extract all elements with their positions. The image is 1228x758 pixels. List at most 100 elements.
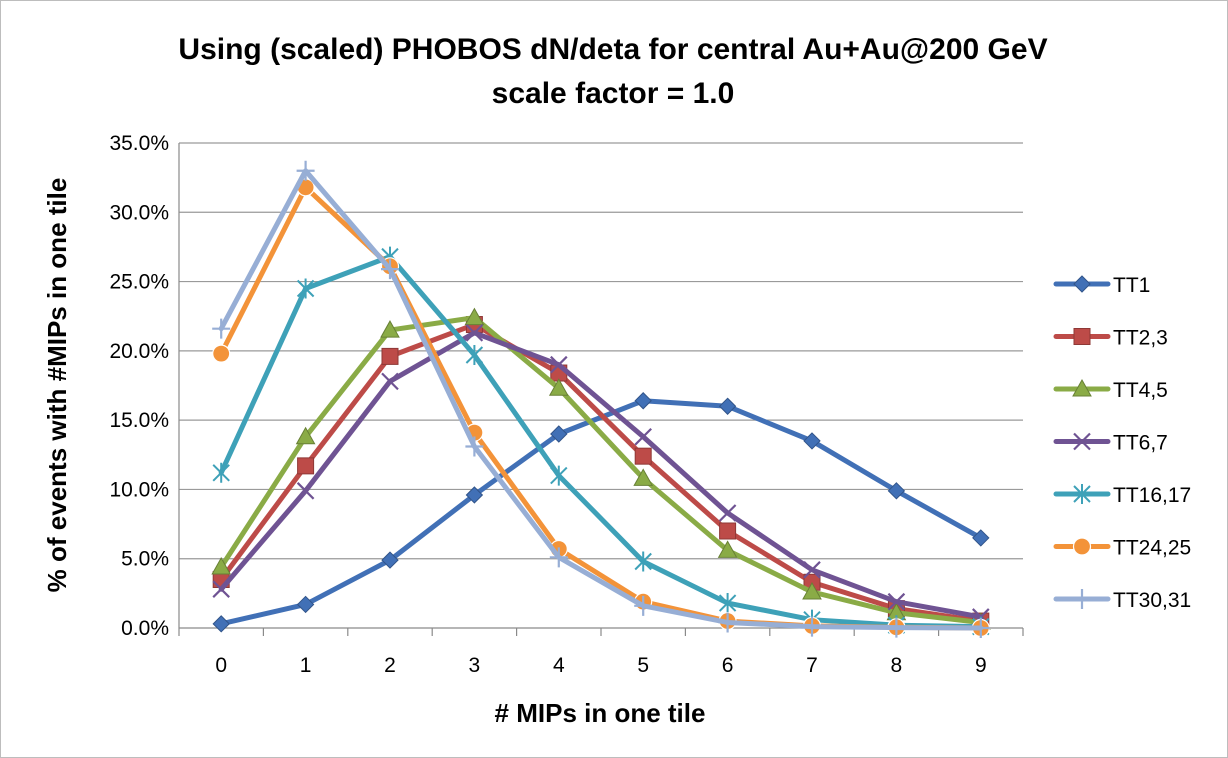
data-point <box>212 580 230 598</box>
x-tick-label: 3 <box>469 654 481 677</box>
series-line <box>218 184 984 631</box>
data-point <box>719 522 737 540</box>
data-point <box>381 372 399 391</box>
x-axis-title: # MIPs in one tile <box>495 698 706 728</box>
data-point <box>718 612 737 633</box>
data-point <box>634 392 652 410</box>
data-point <box>634 447 652 465</box>
data-point <box>548 378 569 396</box>
x-tick-label: 7 <box>806 654 818 677</box>
data-point <box>718 504 737 522</box>
data-point <box>634 595 653 616</box>
data-point <box>803 432 821 450</box>
legend-item: TT1 <box>1053 274 1150 297</box>
series-line <box>218 254 984 630</box>
data-point <box>633 468 654 486</box>
data-point <box>717 540 738 558</box>
data-point <box>634 551 652 572</box>
legend-item: TT4,5 <box>1053 378 1168 402</box>
data-point <box>381 259 399 280</box>
data-point <box>971 618 990 638</box>
legend-label: TT2,3 <box>1113 327 1168 350</box>
legend-item: TT2,3 <box>1053 327 1168 350</box>
legend-marker <box>1072 378 1092 397</box>
data-point <box>887 617 906 638</box>
legend-marker <box>1073 328 1091 345</box>
data-point <box>380 320 400 338</box>
y-tick-label: 20.0% <box>109 340 169 363</box>
data-point <box>295 426 316 445</box>
data-point <box>212 462 230 483</box>
y-tick-label: 5.0% <box>121 548 169 571</box>
series-0 <box>212 392 990 633</box>
legend-item: TT30,31 <box>1053 589 1191 612</box>
data-point <box>381 347 399 365</box>
legend-marker <box>1073 589 1091 609</box>
x-tick-label: 9 <box>975 654 987 677</box>
data-point <box>464 307 485 326</box>
legend-item: TT6,7 <box>1053 432 1168 455</box>
x-tick-label: 8 <box>891 654 903 677</box>
data-point <box>296 160 315 181</box>
legend-marker <box>1073 432 1091 451</box>
legend-label: TT24,25 <box>1113 537 1191 560</box>
data-point <box>465 436 484 457</box>
x-tick-label: 6 <box>722 654 734 677</box>
legend-label: TT1 <box>1113 274 1150 297</box>
legend-marker <box>1073 275 1091 293</box>
data-point <box>296 482 315 500</box>
data-point <box>381 551 399 569</box>
legend-label: TT4,5 <box>1113 379 1168 402</box>
legend-marker <box>1072 537 1092 556</box>
y-tick-label: 0.0% <box>121 617 169 640</box>
legend-item: TT16,17 <box>1053 484 1191 507</box>
series-lines <box>211 160 991 638</box>
x-tick-labels: 0 1 2 3 4 5 6 7 8 9 <box>215 654 986 677</box>
data-point <box>549 547 568 568</box>
x-tick-label: 1 <box>300 654 312 677</box>
series-line <box>218 315 984 625</box>
gridlines <box>178 142 1024 636</box>
data-point <box>465 345 484 366</box>
data-point <box>803 561 821 579</box>
x-tick-label: 5 <box>637 654 649 677</box>
data-point <box>887 592 906 611</box>
data-point <box>212 615 230 633</box>
series-6 <box>212 160 990 638</box>
chart-title: Using (scaled) PHOBOS dN/deta for centra… <box>178 33 1047 66</box>
legend-item: TT24,25 <box>1053 537 1191 560</box>
data-point <box>718 593 737 614</box>
series-line <box>218 168 984 631</box>
legend-label: TT6,7 <box>1113 432 1168 455</box>
series-line <box>218 330 984 620</box>
legend-label: TT16,17 <box>1113 484 1191 507</box>
data-point <box>465 324 484 342</box>
data-point <box>211 557 232 575</box>
data-point <box>550 425 568 443</box>
y-axis-title: % of events with #MIPs in one tile <box>42 178 72 593</box>
y-tick-label: 25.0% <box>109 271 169 294</box>
data-point <box>465 486 484 504</box>
data-point <box>803 616 821 637</box>
data-point <box>212 344 231 363</box>
x-tick-label: 4 <box>553 654 565 677</box>
y-tick-label: 35.0% <box>109 132 169 155</box>
legend-label: TT30,31 <box>1113 589 1191 612</box>
y-tick-label: 10.0% <box>109 478 169 501</box>
data-point <box>718 397 737 415</box>
data-point <box>550 355 568 374</box>
data-point <box>296 595 315 614</box>
series-line <box>218 322 984 624</box>
data-point <box>972 529 990 547</box>
legend-marker <box>1073 484 1091 504</box>
chart-subtitle: scale factor = 1.0 <box>492 77 735 110</box>
data-point <box>297 457 315 475</box>
series-3 <box>212 324 990 626</box>
y-tick-label: 30.0% <box>109 201 169 224</box>
series-2 <box>211 307 991 630</box>
data-point <box>887 482 906 500</box>
data-point <box>212 318 231 339</box>
legend: TT1 TT2,3 TT4,5 TT6,7 TT16,17 TT24,25 TT30,31 <box>1053 274 1191 612</box>
